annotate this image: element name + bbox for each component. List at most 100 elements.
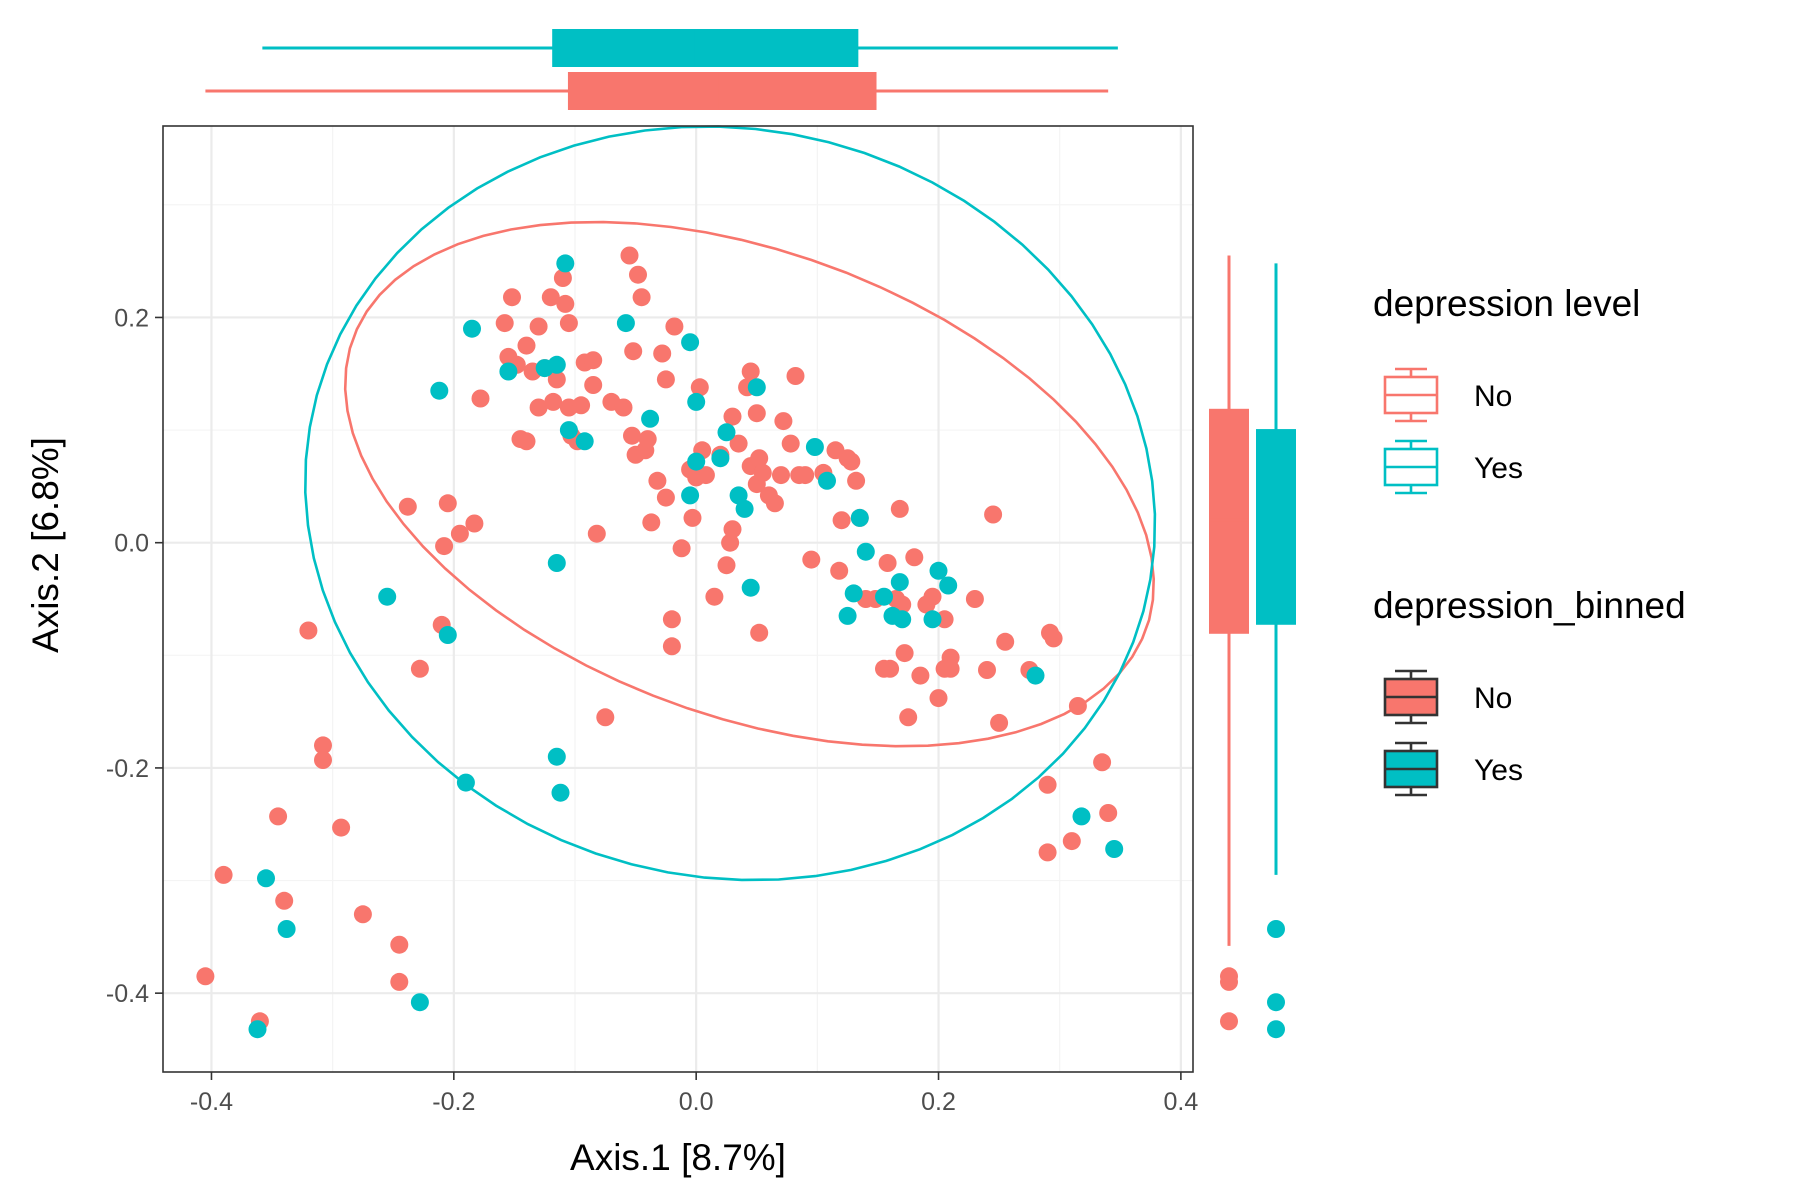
point-yes (890, 573, 909, 592)
point-no (450, 524, 469, 543)
point-no (696, 466, 715, 485)
legend-label: No (1474, 682, 1512, 715)
panel-background (163, 126, 1193, 1072)
legend-key-no (1383, 367, 1439, 423)
point-no (965, 590, 984, 608)
legend-label: Yes (1474, 452, 1523, 485)
point-no (842, 452, 861, 471)
x-axis-title: Axis.1 [8.7%] (570, 1137, 786, 1178)
point-yes (1072, 807, 1091, 826)
x-marginal-boxplots (205, 29, 1118, 110)
point-no (584, 376, 603, 394)
point-no (1038, 775, 1057, 794)
point-no (774, 412, 793, 431)
y-tick-label: 0.0 (114, 530, 149, 558)
plot-panel (162, 125, 1194, 1073)
point-no (941, 659, 960, 678)
point-no (753, 463, 772, 482)
ellipse-yes (303, 125, 1157, 882)
point-no (721, 533, 740, 552)
point-no (899, 708, 918, 727)
y-tick-label: 0.2 (114, 304, 149, 332)
x-tick-label: -0.4 (190, 1088, 233, 1116)
point-yes (681, 333, 700, 352)
point-yes (547, 355, 566, 374)
point-no (683, 508, 702, 527)
point-no (890, 499, 909, 518)
point-no (314, 736, 332, 755)
point-yes (547, 747, 566, 766)
point-no (929, 689, 948, 708)
point-no (438, 494, 457, 513)
point-yes (856, 542, 875, 561)
point-yes (410, 993, 429, 1012)
point-no (547, 370, 566, 389)
confidence-ellipses (303, 125, 1157, 882)
outlier-point (1267, 920, 1285, 938)
point-no (390, 972, 409, 991)
point-yes (735, 499, 754, 518)
y-axis-title: Axis.2 [6.8%] (25, 437, 66, 653)
point-yes (844, 584, 863, 603)
legend-label: Yes (1474, 754, 1523, 787)
point-no (648, 471, 667, 490)
point-no (705, 587, 724, 606)
point-no (747, 404, 766, 423)
point-no (847, 471, 866, 490)
point-no (196, 967, 215, 986)
point-no (471, 389, 490, 408)
point-yes (556, 254, 575, 273)
point-no (584, 351, 603, 370)
point-yes (559, 421, 578, 440)
legend-block-1: depression level No Yes (1373, 283, 1640, 495)
point-no (495, 314, 514, 333)
legend: depression level No Yes depression_binned No… (1373, 283, 1686, 797)
point-yes (499, 362, 518, 381)
point-no (1044, 629, 1063, 648)
point-no (1093, 753, 1112, 772)
box (567, 72, 877, 110)
point-no (517, 432, 536, 451)
outlier-point (1220, 1012, 1238, 1031)
point-no (465, 514, 484, 533)
point-no (642, 513, 661, 532)
box (552, 29, 859, 67)
y-tick-label: -0.2 (106, 755, 149, 783)
point-no (662, 637, 681, 656)
point-yes (687, 392, 706, 411)
point-no (269, 807, 288, 826)
outlier-point (1220, 972, 1238, 991)
point-no (905, 548, 924, 567)
point-no (665, 317, 684, 336)
point-yes (687, 452, 706, 471)
point-yes (463, 319, 481, 338)
legend-block-2: depression_binned No Yes (1373, 585, 1686, 797)
point-no (275, 891, 294, 910)
point-no (996, 632, 1015, 651)
point-no (653, 344, 672, 363)
point-no (656, 370, 675, 389)
y-boxplot-no (1209, 255, 1249, 1031)
point-no (553, 269, 572, 287)
point-no (1099, 804, 1118, 822)
point-no (390, 935, 409, 954)
point-yes (929, 561, 948, 580)
point-yes (805, 438, 824, 456)
point-no (435, 537, 454, 556)
point-yes (1026, 666, 1045, 685)
point-no (765, 494, 784, 513)
point-no (623, 426, 641, 445)
y-axis: -0.4 -0.2 0.0 0.2 (106, 304, 163, 1008)
point-yes (729, 486, 748, 505)
point-yes (838, 606, 857, 625)
point-no (717, 556, 736, 575)
outlier-point (1267, 1020, 1285, 1039)
point-yes (681, 486, 700, 505)
x-tick-label: 0.0 (679, 1088, 714, 1116)
point-yes (551, 783, 570, 802)
point-no (984, 505, 1003, 524)
point-no (895, 644, 914, 663)
point-no (624, 342, 643, 361)
legend-label: No (1474, 380, 1512, 413)
point-no (796, 466, 815, 485)
